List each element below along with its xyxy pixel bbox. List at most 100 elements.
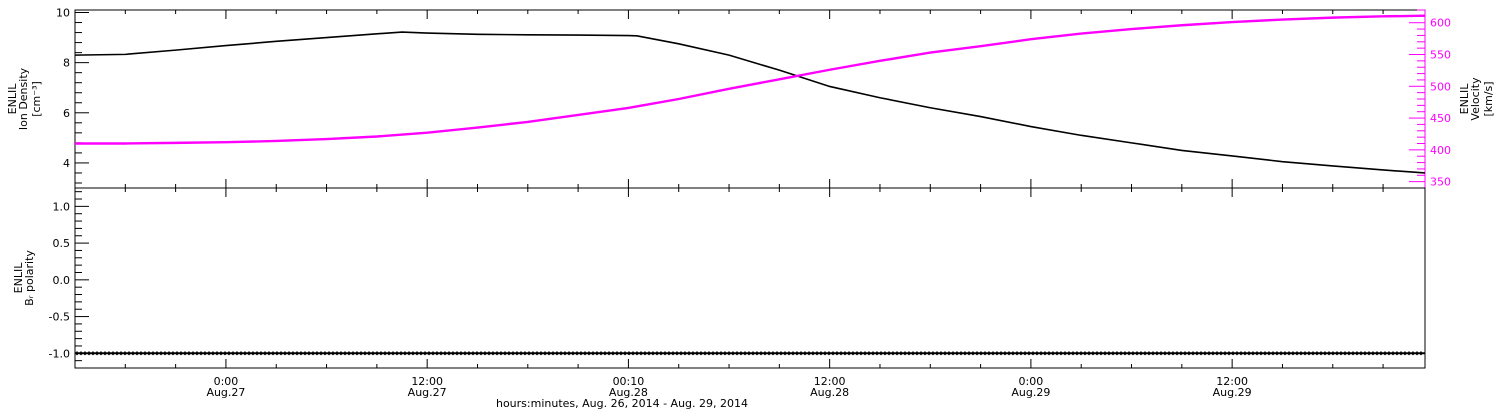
polarity-point [1172,351,1174,356]
xtick-date-label: Aug.28 [810,386,849,399]
polarity-point [692,351,694,356]
polarity-point [1248,351,1250,356]
polarity-point [620,351,622,356]
polarity-point [260,351,262,356]
polarity-point [76,351,78,356]
polarity-point [1216,351,1218,356]
polarity-point [588,351,590,356]
polarity-point [356,351,358,356]
polarity-point [312,351,314,356]
polarity-point [788,351,790,356]
polarity-point [1420,351,1422,356]
polarity-point [252,351,254,356]
polarity-point [616,351,618,356]
density-ylabel-line: ENLIL [6,83,19,115]
polarity-point [1296,351,1298,356]
polarity-point [1300,351,1302,356]
polarity-point [1012,351,1014,356]
polarity-point [1032,351,1034,356]
polarity-point [172,351,174,356]
polarity-point [424,351,426,356]
polarity-point [180,351,182,356]
polarity-point [992,351,994,356]
velocity-line [75,14,1426,145]
polarity-point [1164,351,1166,356]
polarity-point [700,351,702,356]
polarity-point [1208,351,1210,356]
polarity-point [960,351,962,356]
polarity-point [324,351,326,356]
polarity-point [556,351,558,356]
polarity-ytick-label: -0.5 [49,311,70,324]
polarity-point [1040,351,1042,356]
polarity-point [1188,351,1190,356]
polarity-point [852,351,854,356]
polarity-ylabel-line: Bᵣ polarity [23,250,36,306]
polarity-ylabel: ENLILBᵣ polarity [12,250,36,306]
polarity-point [416,351,418,356]
polarity-point [268,351,270,356]
polarity-point [184,351,186,356]
polarity-point [1272,351,1274,356]
polarity-point [500,351,502,356]
polarity-point [196,351,198,356]
polarity-point [724,351,726,356]
polarity-point [668,351,670,356]
polarity-point [1332,351,1334,356]
polarity-point [1324,351,1326,356]
polarity-point [392,351,394,356]
polarity-point [272,351,274,356]
polarity-point [604,351,606,356]
density-ylabel-line: Ion Density [17,67,30,130]
polarity-point [1044,351,1046,356]
polarity-point [136,351,138,356]
polarity-point [580,351,582,356]
xtick-time-label: 0:00 [1019,375,1044,388]
polarity-point [932,351,934,356]
polarity-point [1240,351,1242,356]
polarity-point [836,351,838,356]
polarity-point [88,351,90,356]
polarity-point [1068,351,1070,356]
polarity-point [680,351,682,356]
polarity-point [828,351,830,356]
polarity-point [704,351,706,356]
polarity-point [472,351,474,356]
polarity-point [648,351,650,356]
polarity-point [1132,351,1134,356]
polarity-point [976,351,978,356]
polarity-ytick-label: 0.5 [53,237,71,250]
polarity-point [1116,351,1118,356]
polarity-point [1104,351,1106,356]
polarity-point [1224,351,1226,356]
density-ytick-label: 10 [56,7,70,20]
polarity-point [1328,351,1330,356]
polarity-point [112,351,114,356]
polarity-point [300,351,302,356]
polarity-point [200,351,202,356]
polarity-point [512,351,514,356]
polarity-point [208,351,210,356]
polarity-point [456,351,458,356]
polarity-point [1360,351,1362,356]
polarity-point [368,351,370,356]
polarity-point [520,351,522,356]
polarity-point [552,351,554,356]
polarity-ytick-label: -1.0 [49,347,70,360]
x-axis-labels: 0:00Aug.2712:00Aug.2700:10Aug.2812:00Aug… [206,375,1251,410]
polarity-point [792,351,794,356]
polarity-point [140,351,142,356]
polarity-point [348,351,350,356]
polarity-point [1088,351,1090,356]
polarity-point [320,351,322,356]
polarity-point [1336,351,1338,356]
polarity-point [1352,351,1354,356]
polarity-point [1008,351,1010,356]
polarity-point [436,351,438,356]
xtick-time-label: 0:00 [214,375,239,388]
polarity-point [1084,351,1086,356]
polarity-point [988,351,990,356]
polarity-point [1192,351,1194,356]
velocity-ytick-label: 450 [1430,112,1451,125]
polarity-point [168,351,170,356]
